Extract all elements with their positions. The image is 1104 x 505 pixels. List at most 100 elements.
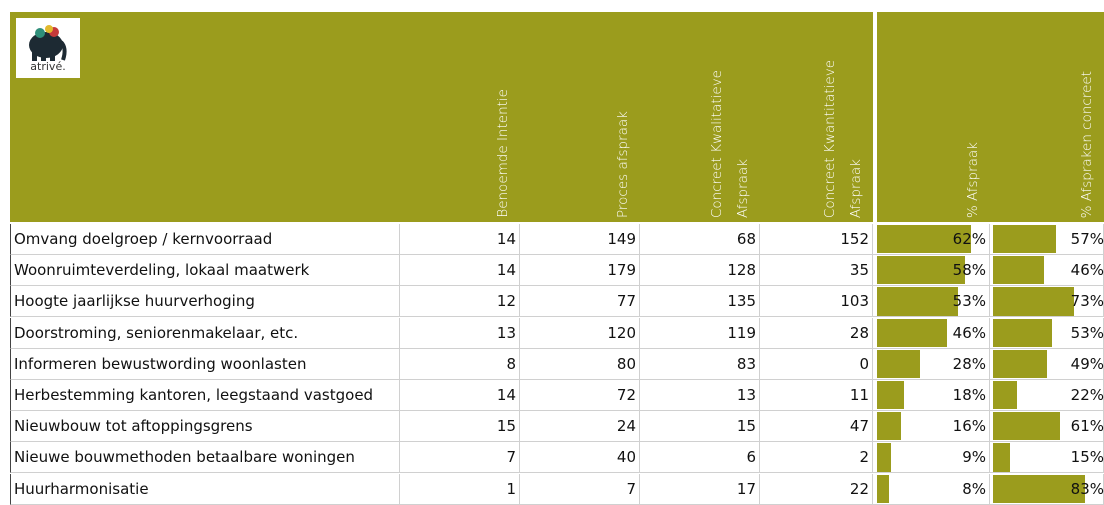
cell-value: 14	[400, 380, 520, 411]
data-bar	[993, 225, 1057, 254]
cell-bg	[873, 380, 990, 411]
cell-value: 149	[520, 224, 640, 255]
header-line: % Afspraak	[965, 141, 981, 218]
header-label: Concreet Kwalitatieve Afspraak	[704, 70, 756, 218]
row-label: Nieuwe bouwmethoden betaalbare woningen	[10, 442, 400, 474]
cell-value: 28	[760, 317, 873, 349]
pct-label: 15%	[1070, 448, 1104, 467]
cell-value: 7	[520, 473, 640, 505]
cell-value: 8	[400, 348, 520, 380]
row-label: Huurharmonisatie	[10, 473, 400, 505]
cell-value: 24	[520, 411, 640, 443]
header-line: Afspraak	[735, 158, 751, 218]
cell-bg	[873, 442, 990, 474]
cell-value: 11	[760, 380, 873, 411]
row-label: Doorstroming, seniorenmakelaar, etc.	[10, 317, 400, 349]
data-bar	[877, 443, 891, 472]
data-bar	[993, 443, 1010, 472]
cell-value: 103	[760, 286, 873, 318]
logo-text: atrivé.	[30, 60, 66, 73]
row-label: Omvang doelgroep / kernvoorraad	[10, 224, 400, 255]
cell-bg	[873, 317, 990, 349]
cell-value: 14	[400, 224, 520, 255]
pct-label: 8%	[962, 479, 986, 498]
pct-label: 18%	[952, 386, 986, 404]
data-bar	[877, 474, 890, 503]
pct-label: 9%	[962, 448, 986, 467]
header-line: Proces afspraak	[615, 110, 631, 218]
cell-value: 1	[400, 473, 520, 505]
cell-bg	[873, 348, 990, 380]
cell-value: 72	[520, 380, 640, 411]
header-line: Benoemde Intentie	[495, 89, 511, 218]
cell-value: 15	[640, 411, 760, 443]
header-band	[10, 12, 1104, 222]
pct-label: 73%	[1070, 292, 1104, 311]
pct-label: 46%	[1070, 261, 1104, 280]
header-line: % Afspraken concreet	[1079, 70, 1095, 218]
data-bar	[877, 225, 972, 254]
header-label: % Afspraken concreet	[1074, 71, 1100, 218]
data-bar	[993, 412, 1061, 441]
cell-value: 119	[640, 317, 760, 349]
data-bar	[993, 349, 1048, 378]
cell-value: 6	[640, 442, 760, 474]
data-bar	[993, 318, 1052, 347]
cell-value: 179	[520, 255, 640, 287]
data-bar	[877, 318, 947, 347]
header-label: Benoemde Intentie	[490, 89, 516, 218]
cell-value: 128	[640, 255, 760, 287]
pct-label: 28%	[952, 354, 986, 373]
cell-bg	[873, 224, 990, 255]
cell-value: 22	[760, 473, 873, 505]
cell-value: 15	[400, 411, 520, 443]
pct-label: 62%	[952, 230, 986, 248]
pct-label: 46%	[952, 323, 986, 342]
cell-value: 152	[760, 224, 873, 255]
pct-label: 58%	[952, 261, 986, 280]
cell-value: 12	[400, 286, 520, 318]
data-bar	[877, 381, 905, 410]
data-bar	[993, 381, 1018, 410]
cell-value: 13	[640, 380, 760, 411]
cell-value: 83	[640, 348, 760, 380]
divider	[873, 12, 877, 224]
header-label: Concreet Kwantitatieve Afspraak	[817, 60, 869, 218]
header-line: Concreet Kwantitatieve	[822, 59, 838, 218]
cell-value: 0	[760, 348, 873, 380]
data-bar	[993, 256, 1044, 285]
logo-icon	[29, 25, 67, 61]
cell-value: 68	[640, 224, 760, 255]
row-label: Woonruimteverdeling, lokaal maatwerk	[10, 255, 400, 287]
row-label: Herbestemming kantoren, leegstaand vastg…	[10, 380, 400, 411]
data-bar	[993, 287, 1074, 316]
pct-label: 61%	[1070, 417, 1104, 436]
header-line: Concreet Kwalitatieve	[709, 70, 725, 218]
cell-value: 77	[520, 286, 640, 318]
data-bar	[877, 256, 966, 285]
pct-label: 16%	[952, 417, 986, 436]
data-bar	[877, 349, 920, 378]
cell-bg	[873, 411, 990, 443]
cell-value: 14	[400, 255, 520, 287]
pct-label: 22%	[1070, 386, 1104, 404]
pct-label: 49%	[1070, 354, 1104, 373]
cell-value: 17	[640, 473, 760, 505]
cell-value: 13	[400, 317, 520, 349]
cell-value: 7	[400, 442, 520, 474]
cell-value: 47	[760, 411, 873, 443]
cell-value: 80	[520, 348, 640, 380]
row-label: Hoogte jaarlijkse huurverhoging	[10, 286, 400, 318]
cell-value: 2	[760, 442, 873, 474]
cell-bg	[873, 286, 990, 318]
header-line: Afspraak	[848, 158, 864, 218]
cell-value: 35	[760, 255, 873, 287]
logo: atrivé.	[16, 18, 80, 78]
row-label: Nieuwbouw tot aftoppingsgrens	[10, 411, 400, 443]
data-bar	[877, 412, 902, 441]
cell-value: 40	[520, 442, 640, 474]
data-bar	[877, 287, 958, 316]
pct-label: 83%	[1070, 479, 1104, 498]
pct-label: 57%	[1070, 230, 1104, 248]
